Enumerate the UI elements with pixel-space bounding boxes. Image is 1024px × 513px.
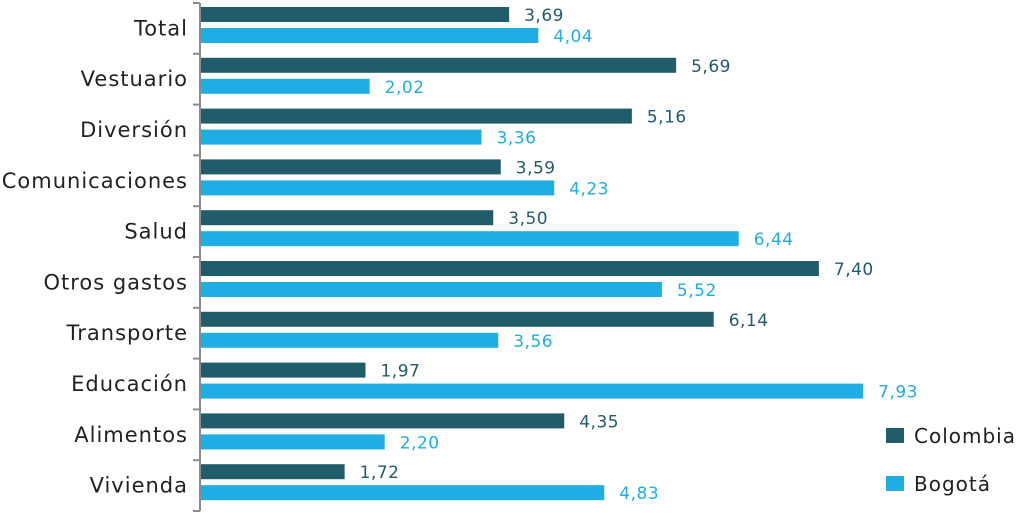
category-label: Salud xyxy=(124,220,188,244)
bar-bogot-5 xyxy=(201,282,662,297)
value-label: 5,52 xyxy=(677,281,717,301)
bar-bogot-3 xyxy=(201,180,555,196)
bar-bogot-7 xyxy=(201,383,864,399)
bar-bogot-6 xyxy=(201,332,499,348)
value-label: 2,02 xyxy=(385,78,425,98)
bar-bogot-9 xyxy=(201,485,605,501)
category-label: Vivienda xyxy=(90,474,188,498)
legend-label: Bogotá xyxy=(914,472,991,496)
value-label: 5,69 xyxy=(691,57,731,77)
bar-bogot-4 xyxy=(201,231,739,247)
value-label: 5,16 xyxy=(647,108,687,128)
category-label: Total xyxy=(133,16,188,40)
category-label: Alimentos xyxy=(74,423,188,447)
category-label: Educación xyxy=(71,372,188,396)
bar-colombia-6 xyxy=(201,311,714,327)
legend: Colombia Bogotá xyxy=(886,424,1016,496)
bars-group xyxy=(201,7,864,501)
category-axis xyxy=(193,2,201,512)
value-label: 3,56 xyxy=(513,332,553,352)
bar-bogot-0 xyxy=(201,28,539,43)
value-label: 4,83 xyxy=(619,484,659,504)
bar-colombia-3 xyxy=(201,159,501,175)
value-label: 1,72 xyxy=(360,463,400,483)
bar-colombia-9 xyxy=(201,464,345,480)
value-label: 3,59 xyxy=(516,158,556,178)
value-label: 3,50 xyxy=(508,209,548,229)
bar-colombia-7 xyxy=(201,362,366,378)
bar-bogot-8 xyxy=(201,434,385,450)
bar-colombia-2 xyxy=(201,108,632,124)
value-labels-group: 3,694,04 5,69 2,02 5,16 3,36 3,59 4,23 3,50 6,44… xyxy=(360,6,918,504)
bar-bogot-2 xyxy=(201,129,482,145)
value-label: 1,97 xyxy=(380,362,420,382)
bar-colombia-8 xyxy=(201,413,565,429)
value-label: 6,44 xyxy=(754,230,794,250)
category-label: Vestuario xyxy=(81,67,188,91)
category-labels-group: Total Vestuario Diversión Comunicaciones Sal… xyxy=(2,16,188,498)
bar-colombia-0 xyxy=(201,7,510,22)
value-label: 4,04 xyxy=(553,27,593,47)
legend-swatch-1 xyxy=(886,476,904,491)
category-label: Transporte xyxy=(66,321,188,345)
legend-label: Colombia xyxy=(914,424,1016,448)
value-label: 4,35 xyxy=(579,412,619,432)
value-label: 6,14 xyxy=(729,311,769,331)
value-label: 4,23 xyxy=(569,179,609,199)
category-label: Comunicaciones xyxy=(2,169,188,193)
bar-bogot-1 xyxy=(201,78,370,94)
bar-colombia-4 xyxy=(201,210,494,226)
bar-colombia-5 xyxy=(201,261,819,276)
category-label: Diversión xyxy=(80,118,188,142)
value-label: 7,93 xyxy=(878,383,918,403)
value-label: 7,40 xyxy=(834,260,874,280)
category-label: Otros gastos xyxy=(43,270,188,294)
legend-swatch-0 xyxy=(886,428,904,443)
value-label: 3,69 xyxy=(524,6,564,26)
value-label: 2,20 xyxy=(400,433,440,453)
value-label: 3,36 xyxy=(497,129,537,149)
bar-colombia-1 xyxy=(201,57,677,73)
